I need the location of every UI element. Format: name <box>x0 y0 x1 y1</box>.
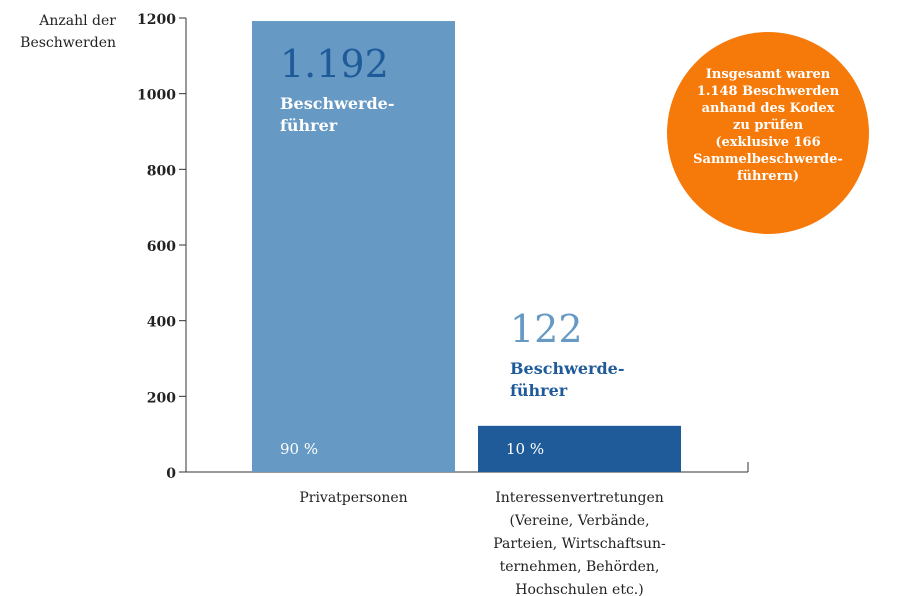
value-label: 122 <box>510 306 583 351</box>
x-tick-label: Privatpersonen <box>299 490 408 506</box>
share-label: 10 % <box>506 440 544 458</box>
y-tick-label: 1000 <box>137 88 176 104</box>
bar <box>252 21 455 472</box>
y-tick-label: 800 <box>147 163 176 179</box>
annotation-circle <box>667 32 869 234</box>
y-axis-label: Anzahl der Beschwerden <box>20 13 116 51</box>
x-tick-label: Interessenvertretungen (Vereine, Verbänd… <box>493 490 666 596</box>
value-label: 1.192 <box>280 42 389 87</box>
y-tick-label: 400 <box>147 315 176 331</box>
y-tick-label: 1200 <box>137 12 176 28</box>
share-label: 90 % <box>280 440 318 458</box>
bar <box>478 425 681 472</box>
y-tick-label: 0 <box>166 466 176 482</box>
bar-caption: Beschwerde- führer <box>280 94 395 136</box>
y-tick-label: 200 <box>147 390 176 406</box>
y-tick-label: 600 <box>147 239 176 255</box>
bar-caption: Beschwerde- führer <box>510 358 625 400</box>
annotation: Insgesamt waren 1.148 Beschwerden anhand… <box>693 67 843 184</box>
